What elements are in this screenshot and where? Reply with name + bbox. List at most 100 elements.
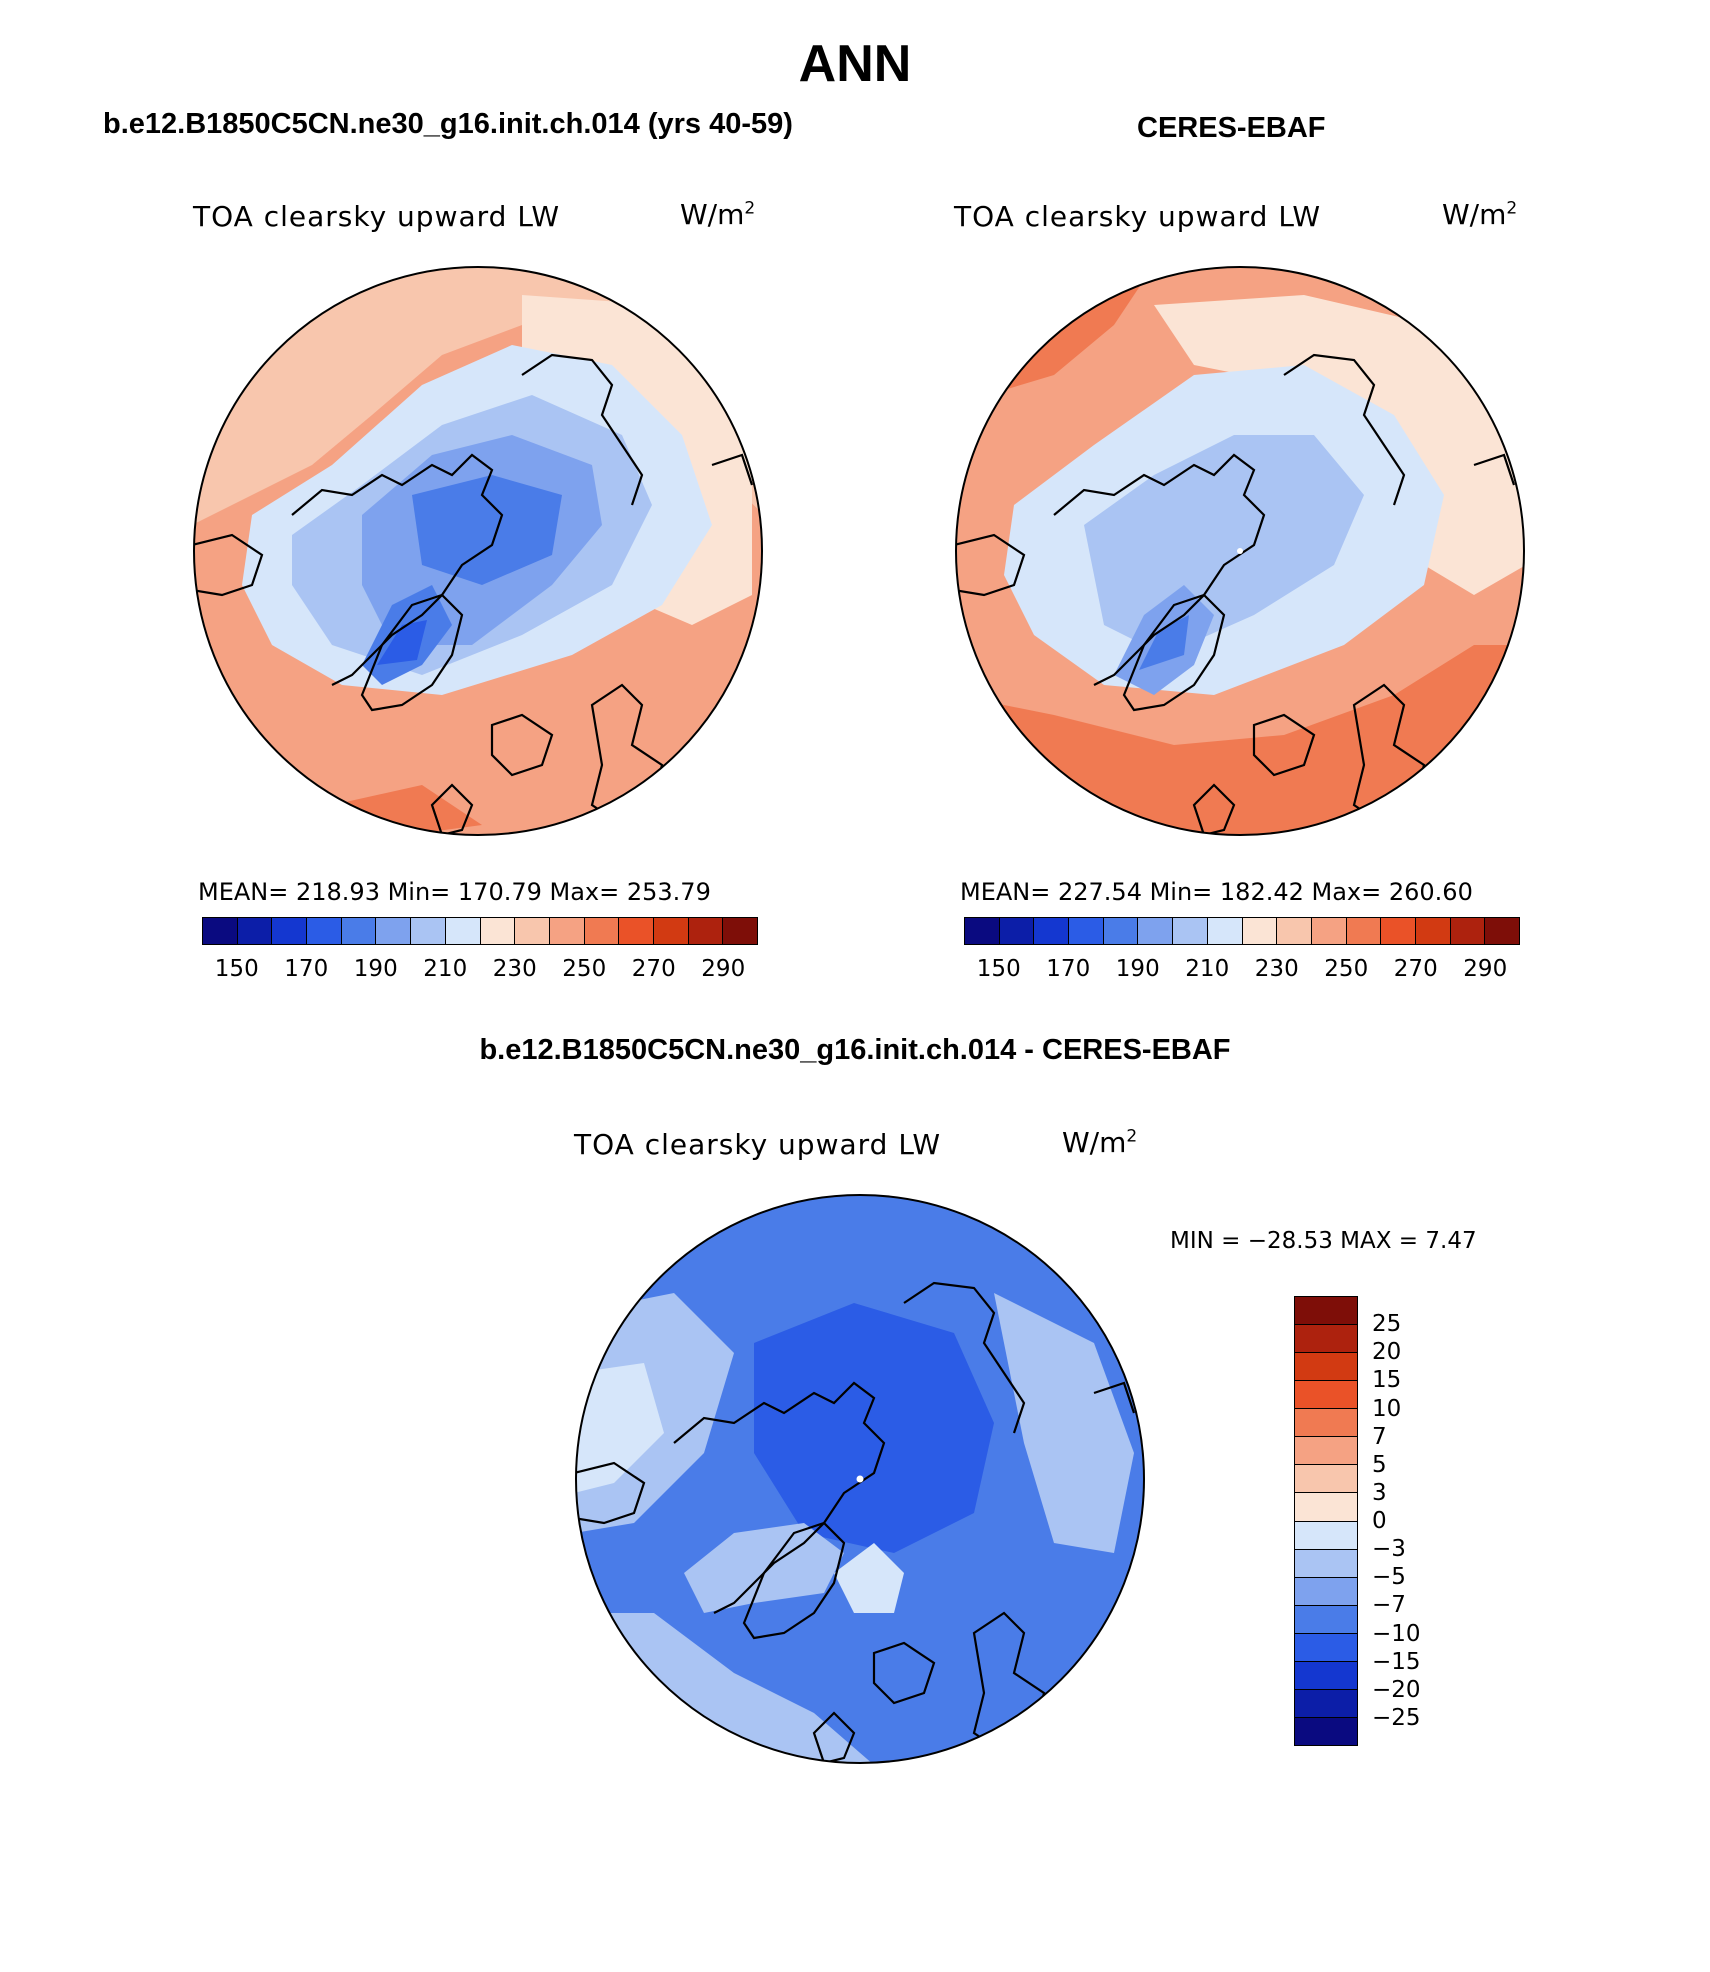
colorbar-tick-label: −10 <box>1372 1620 1421 1647</box>
colorbar-cell <box>1295 1521 1357 1550</box>
panel-1-colorbar-labels: 150 170 190 210 230 250 270 290 <box>202 956 758 986</box>
field-arctic-core <box>754 1303 994 1553</box>
colorbar-cell <box>1034 918 1070 944</box>
panel-2-polar-map <box>955 266 1525 836</box>
colorbar-tick-label: −3 <box>1372 1536 1406 1563</box>
colorbar-cell <box>1207 918 1243 944</box>
colorbar-cell <box>341 918 377 944</box>
colorbar-tick-label: 10 <box>1372 1395 1402 1422</box>
colorbar-tick-label: −20 <box>1372 1676 1421 1703</box>
diff-panel-variable: TOA clearsky upward LW <box>574 1128 942 1161</box>
colorbar-cell <box>999 918 1035 944</box>
colorbar-cell <box>1103 918 1139 944</box>
diff-map-field <box>576 1195 1144 1763</box>
colorbar-tick-label: 25 <box>1372 1311 1402 1338</box>
colorbar-cell <box>307 918 342 944</box>
panel-1-variable: TOA clearsky upward LW <box>193 200 561 233</box>
colorbar-cell <box>1295 1717 1357 1745</box>
colorbar-tick-label: 250 <box>1324 956 1369 982</box>
field-greenland-core <box>1139 615 1189 670</box>
panel-2-variable: TOA clearsky upward LW <box>954 200 1322 233</box>
field-arctic-core <box>412 475 562 585</box>
colorbar-cell <box>584 918 620 944</box>
colorbar-tick-label: 250 <box>562 956 607 982</box>
panel-2-stats: MEAN= 227.54 Min= 182.42 Max= 260.60 <box>960 878 1473 906</box>
colorbar-tick-label: 0 <box>1372 1508 1387 1534</box>
colorbar-tick-label: 290 <box>701 956 746 982</box>
field-pacific-light <box>576 1363 664 1493</box>
field-greenland-pale <box>684 1523 844 1613</box>
colorbar-cell <box>1381 918 1416 944</box>
colorbar-cell <box>1295 1381 1357 1410</box>
colorbar-cell <box>1295 1465 1357 1494</box>
colorbar-cell <box>619 918 654 944</box>
panel-1-title: b.e12.B1850C5CN.ne30_g16.init.ch.014 (yr… <box>103 108 793 140</box>
colorbar-cell <box>1295 1409 1357 1438</box>
colorbar-cell <box>1295 1661 1357 1690</box>
panel-1-polar-map <box>193 266 763 836</box>
panel-1-colorbar <box>202 917 758 945</box>
colorbar-cell <box>723 918 757 944</box>
colorbar-tick-label: 190 <box>353 956 398 982</box>
pole-point <box>856 1475 864 1483</box>
colorbar-cell <box>1346 918 1382 944</box>
colorbar-tick-label: 190 <box>1115 956 1160 982</box>
colorbar-tick-label: −7 <box>1372 1592 1406 1619</box>
diff-map-border <box>575 1194 1145 1764</box>
colorbar-tick-label: 15 <box>1372 1367 1402 1394</box>
colorbar-cell <box>653 918 689 944</box>
field-siberia-pale <box>994 1293 1134 1553</box>
colorbar-cell <box>1485 918 1519 944</box>
colorbar-cell <box>965 918 1000 944</box>
colorbar-cell <box>1295 1577 1357 1606</box>
panel-2-colorbar-labels: 150 170 190 210 230 250 270 290 <box>964 956 1520 986</box>
colorbar-cell <box>1138 918 1174 944</box>
colorbar-cell <box>272 918 308 944</box>
colorbar-tick-label: −25 <box>1372 1704 1421 1731</box>
colorbar-tick-label: 230 <box>492 956 537 982</box>
panel-2-title: CERES-EBAF <box>1137 112 1326 144</box>
colorbar-tick-label: 210 <box>423 956 468 982</box>
field-greenland-core <box>377 620 427 665</box>
colorbar-cell <box>515 918 550 944</box>
diff-polar-map <box>575 1194 1145 1764</box>
colorbar-cell <box>1295 1689 1357 1718</box>
colorbar-cell <box>480 918 516 944</box>
pole-point <box>1237 548 1243 554</box>
colorbar-cell <box>445 918 481 944</box>
field-iceland-light <box>834 1543 904 1613</box>
colorbar-cell <box>376 918 412 944</box>
colorbar-cell <box>1450 918 1486 944</box>
colorbar-tick-label: 3 <box>1372 1479 1387 1506</box>
colorbar-cell <box>1415 918 1451 944</box>
colorbar-cell <box>1277 918 1312 944</box>
colorbar-tick-label: 150 <box>214 956 259 982</box>
colorbar-cell <box>1295 1493 1357 1522</box>
colorbar-tick-label: 170 <box>1046 956 1091 982</box>
panel-1-map-field <box>194 267 762 835</box>
colorbar-cell <box>1069 918 1104 944</box>
colorbar-tick-label: 210 <box>1185 956 1230 982</box>
colorbar-tick-label: 270 <box>631 956 676 982</box>
colorbar-tick-label: 290 <box>1463 956 1508 982</box>
colorbar-cell <box>688 918 724 944</box>
panel-1-units: W/m2 <box>680 198 756 231</box>
diff-panel-title: b.e12.B1850C5CN.ne30_g16.init.ch.014 - C… <box>479 1034 1231 1066</box>
colorbar-tick-label: 230 <box>1254 956 1299 982</box>
colorbar-tick-label: 270 <box>1393 956 1438 982</box>
colorbar-cell <box>1295 1437 1357 1466</box>
colorbar-cell <box>1295 1633 1357 1662</box>
diff-panel-units: W/m2 <box>1062 1126 1138 1159</box>
colorbar-cell <box>1295 1549 1357 1578</box>
colorbar-cell <box>1173 918 1208 944</box>
colorbar-cell <box>203 918 238 944</box>
colorbar-cell <box>237 918 273 944</box>
colorbar-cell <box>549 918 585 944</box>
colorbar-tick-label: 7 <box>1372 1423 1387 1450</box>
colorbar-cell <box>1311 918 1347 944</box>
colorbar-tick-label: 5 <box>1372 1451 1387 1478</box>
colorbar-cell <box>1295 1297 1357 1326</box>
colorbar-tick-label: −5 <box>1372 1564 1406 1591</box>
colorbar-tick-label: 170 <box>284 956 329 982</box>
colorbar-tick-label: 150 <box>976 956 1021 982</box>
